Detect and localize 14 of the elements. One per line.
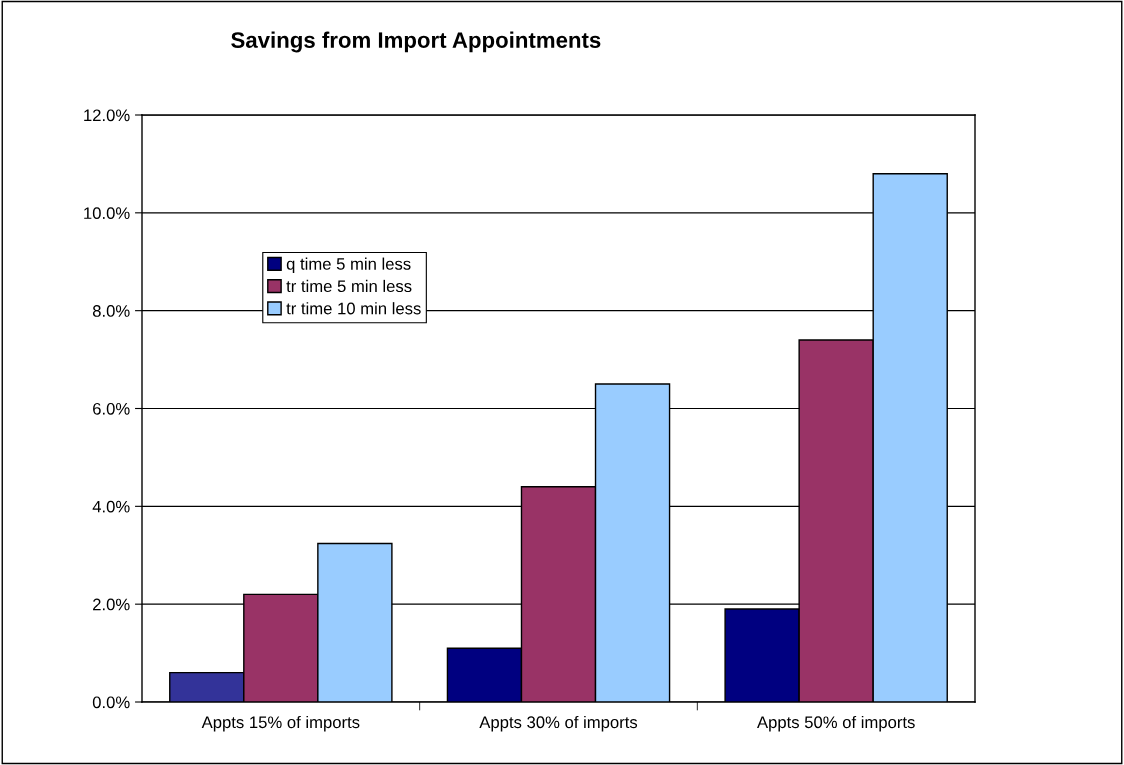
y-tick-label: 8.0% (92, 305, 130, 317)
y-tick-label: 4.0% (92, 500, 130, 513)
x-tick-label: Appts 30% of imports (479, 715, 638, 732)
y-tick-label: 10.0% (84, 207, 130, 220)
x-tick-label: Appts 15% of imports (201, 715, 360, 732)
y-tick-label: 6.0% (93, 402, 130, 415)
legend-label: tr time 10 min less (286, 302, 421, 315)
x-tick-label: Appts 50% of imports (757, 715, 915, 732)
y-tick-label: 2.0% (93, 598, 130, 611)
legend-label: q time 5 min less (286, 257, 411, 274)
chart-title: Savings from Import Appointments (231, 31, 601, 53)
legend-label: tr time 5 min less (286, 279, 412, 293)
y-tick-label: 0.0% (92, 696, 130, 709)
y-tick-label: 12.0% (84, 109, 130, 122)
